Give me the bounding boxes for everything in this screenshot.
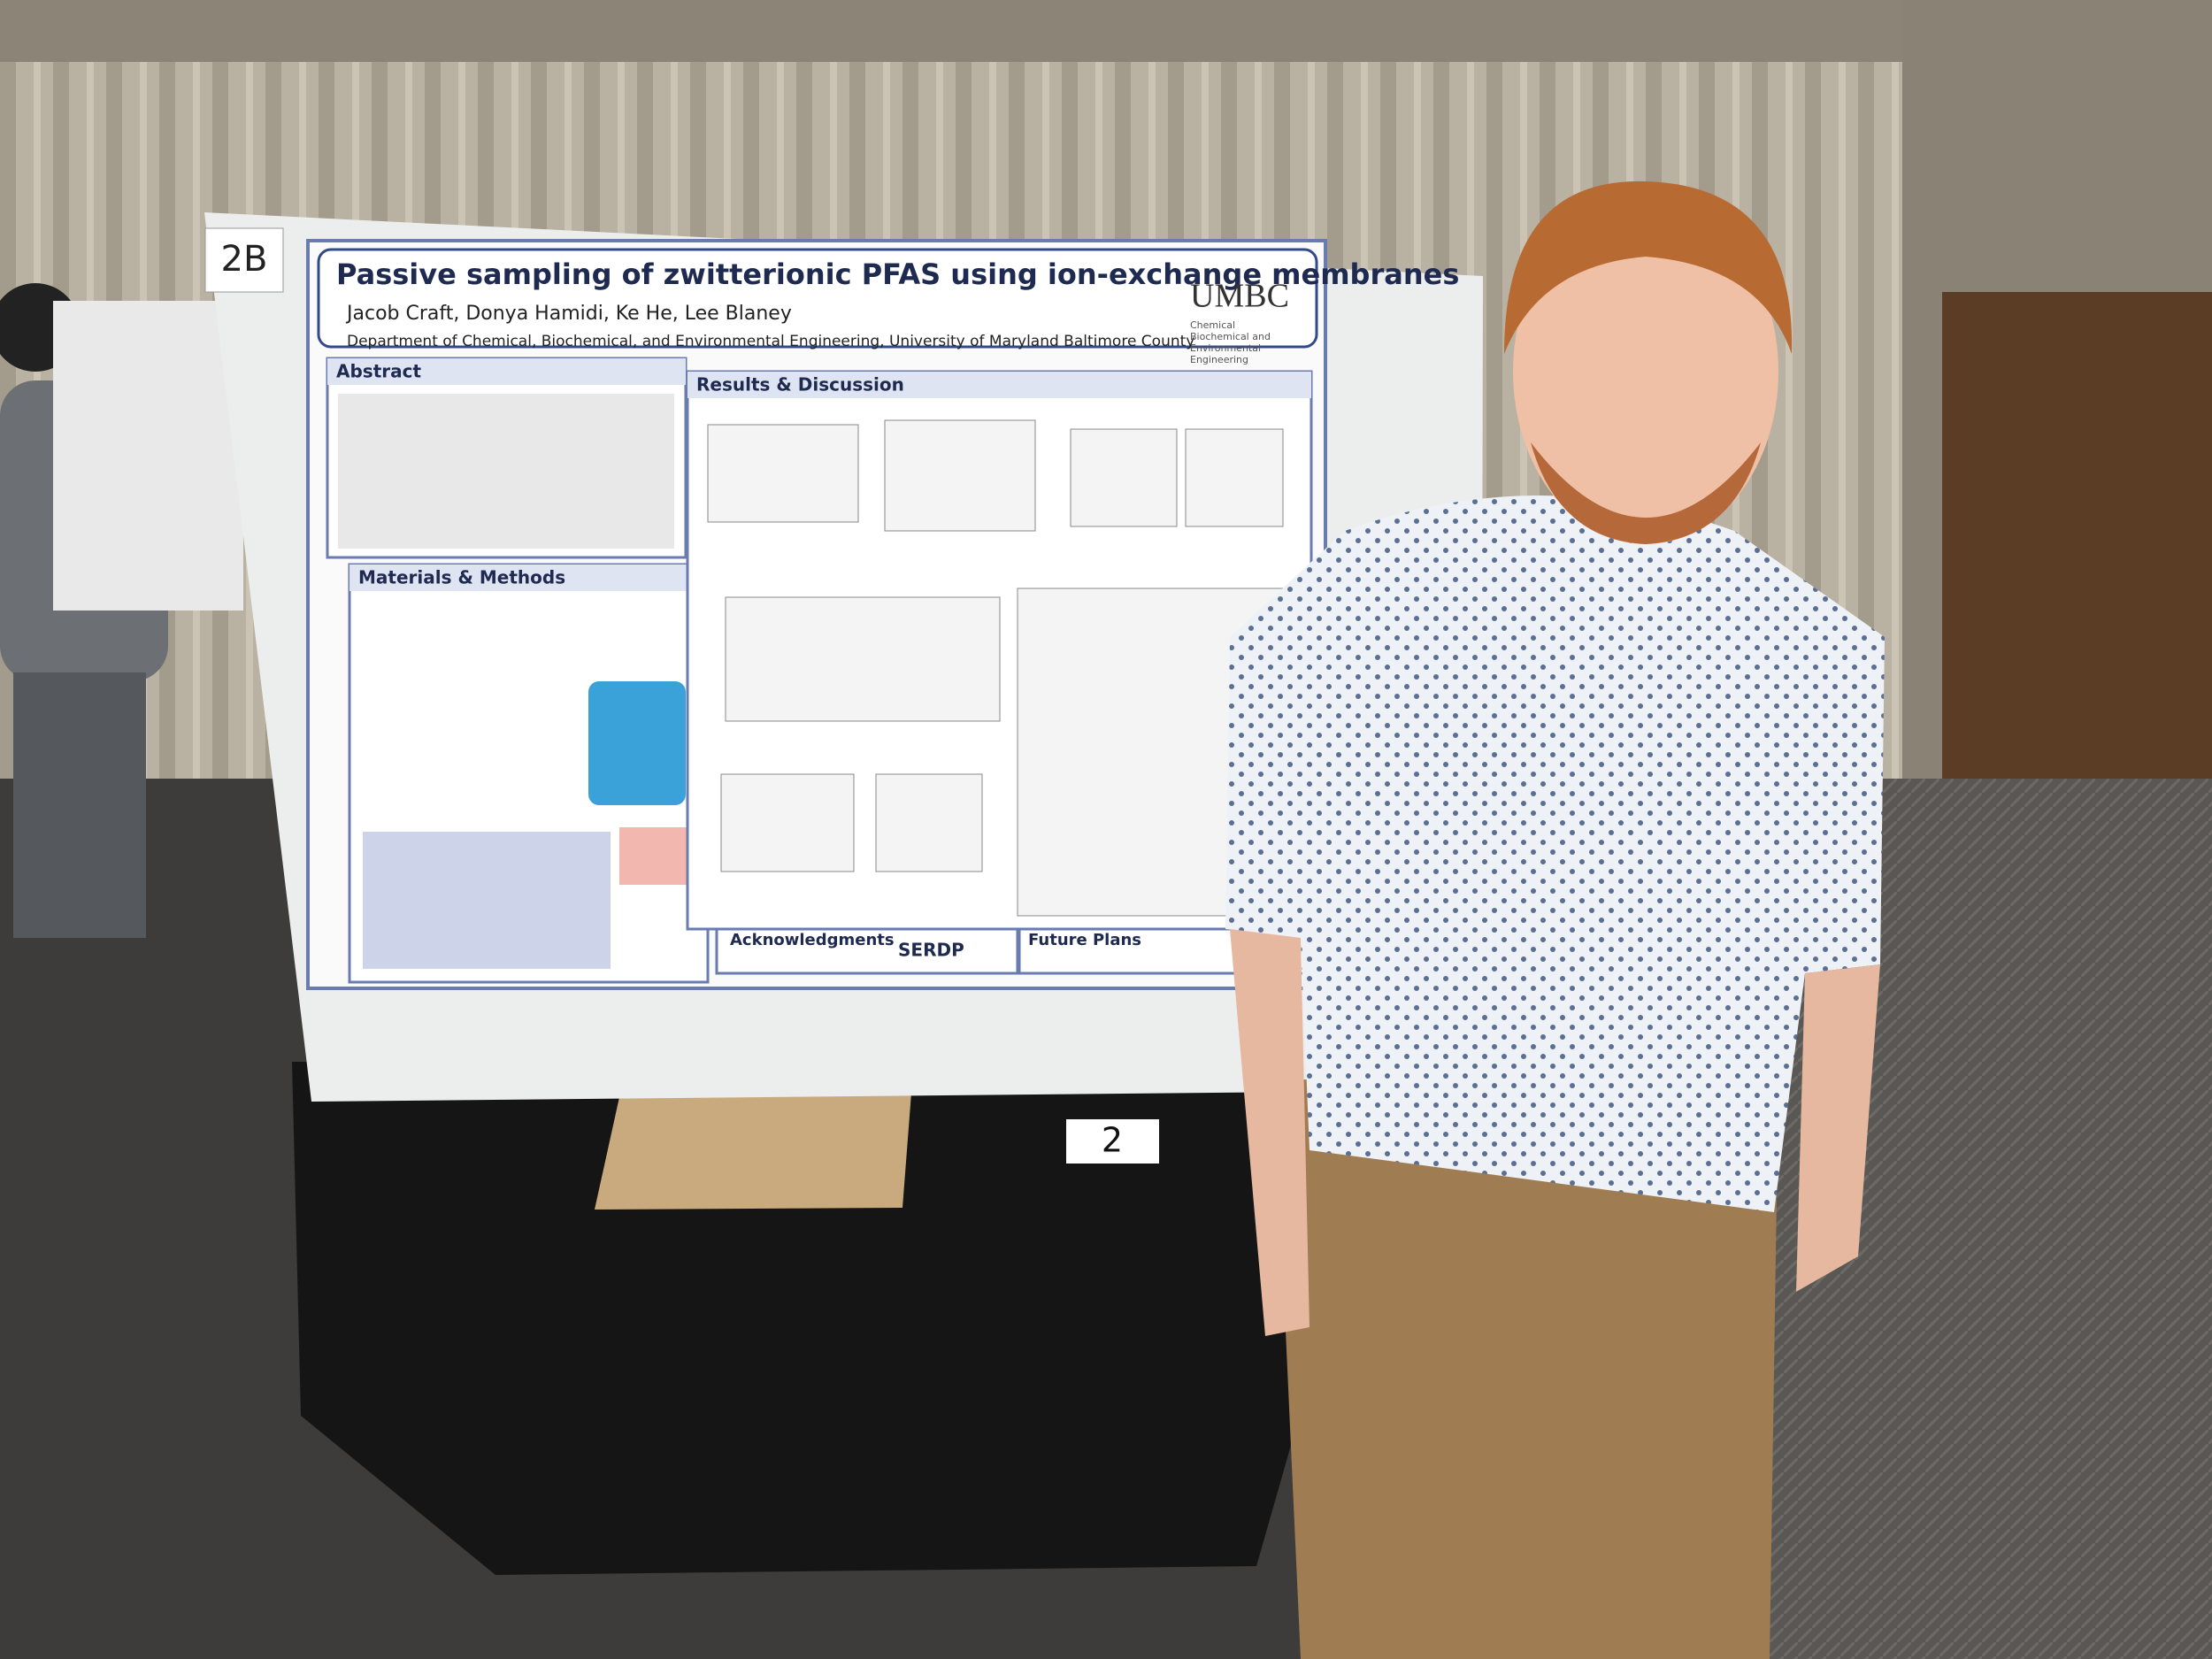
section-title: Abstract (336, 361, 421, 382)
arm (1230, 929, 1310, 1336)
face (1513, 199, 1778, 544)
number-card (1066, 1119, 1159, 1164)
dept-logo-line: Environmental (1190, 342, 1261, 354)
poster-authors: Jacob Craft, Donya Hamidi, Ke He, Lee Bl… (345, 303, 792, 325)
envelope (595, 1093, 911, 1210)
hair (1504, 180, 1793, 354)
figure (1185, 428, 1284, 527)
arm (1796, 964, 1880, 1292)
board-card (204, 227, 284, 293)
poster-title: Passive sampling of zwitterionic PFAS us… (336, 257, 1459, 291)
shirt (1225, 495, 1885, 1212)
dept-logo-line: Chemical (1190, 319, 1235, 331)
pants (1274, 1079, 1778, 1659)
ceiling (0, 0, 2212, 62)
beard (1531, 442, 1761, 544)
figure (1070, 428, 1178, 527)
figure (875, 773, 983, 872)
other-poster (53, 301, 243, 611)
umbc-logo: UMBC (1190, 278, 1289, 315)
table (292, 1062, 1310, 1575)
diagram (619, 827, 699, 885)
figure (725, 596, 1001, 722)
dept-logo-line: Engineering (1190, 354, 1248, 365)
poster-affiliation: Department of Chemical, Biochemical, and… (347, 333, 1194, 350)
section-header (349, 565, 708, 591)
section-title: Future Plans (1028, 931, 1141, 949)
figure (884, 419, 1036, 532)
section-header (327, 358, 686, 385)
diagram (588, 681, 686, 805)
board-label: 2B (221, 239, 268, 280)
section-title: Materials & Methods (358, 567, 565, 588)
section-box (715, 927, 1019, 975)
abstract-text (338, 394, 674, 549)
bystander-legs (13, 672, 146, 938)
sponsor-logo: SERDP (898, 940, 964, 961)
dept-logo-line: Biochemical and (1190, 331, 1271, 342)
section-title: Acknowledgments (730, 931, 895, 949)
table-number: 2 (1102, 1121, 1123, 1160)
figure (707, 424, 859, 523)
door (1942, 292, 2212, 779)
poster-header (317, 248, 1318, 349)
section-title: Results & Discussion (696, 374, 904, 396)
figure (720, 773, 855, 872)
section-header (687, 372, 1311, 398)
equations (363, 832, 611, 969)
